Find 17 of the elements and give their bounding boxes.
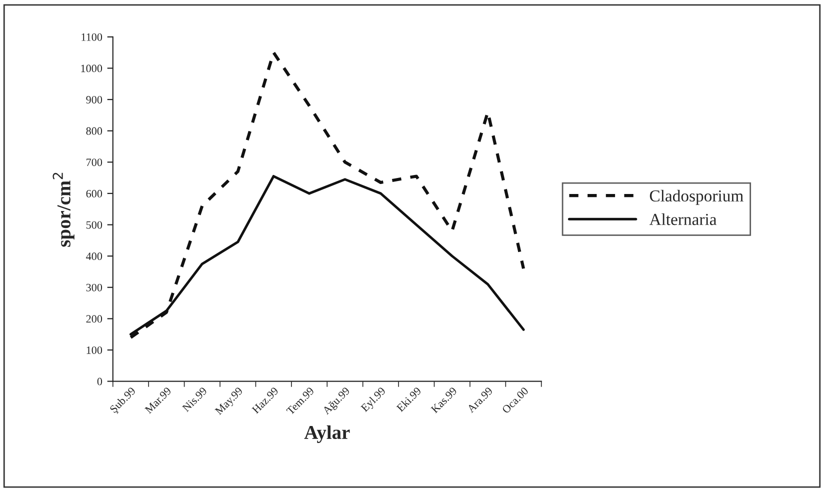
y-tick-label: 200 (86, 315, 102, 323)
y-tick-label: 800 (86, 127, 102, 135)
y-axis-title: spor/cm$^{2}$ (52, 172, 74, 247)
y-tick-label: 100 (86, 346, 102, 354)
y-tick-label: 600 (86, 190, 102, 198)
x-axis-title: Aylar (304, 425, 350, 444)
legend-label: Cladosporium (650, 190, 744, 205)
y-tick-label: 400 (86, 252, 102, 260)
y-tick-label: 1100 (82, 33, 102, 41)
y-tick-label: 500 (86, 221, 102, 229)
y-tick-label: 900 (86, 96, 102, 104)
y-tick-label: 300 (86, 284, 102, 292)
legend-label: Alternaria (649, 213, 717, 226)
y-tick-label: 700 (86, 158, 102, 166)
line-series (129, 51, 526, 339)
y-tick-label: 1000 (81, 64, 102, 72)
y-tick-label: 0 (97, 378, 102, 386)
